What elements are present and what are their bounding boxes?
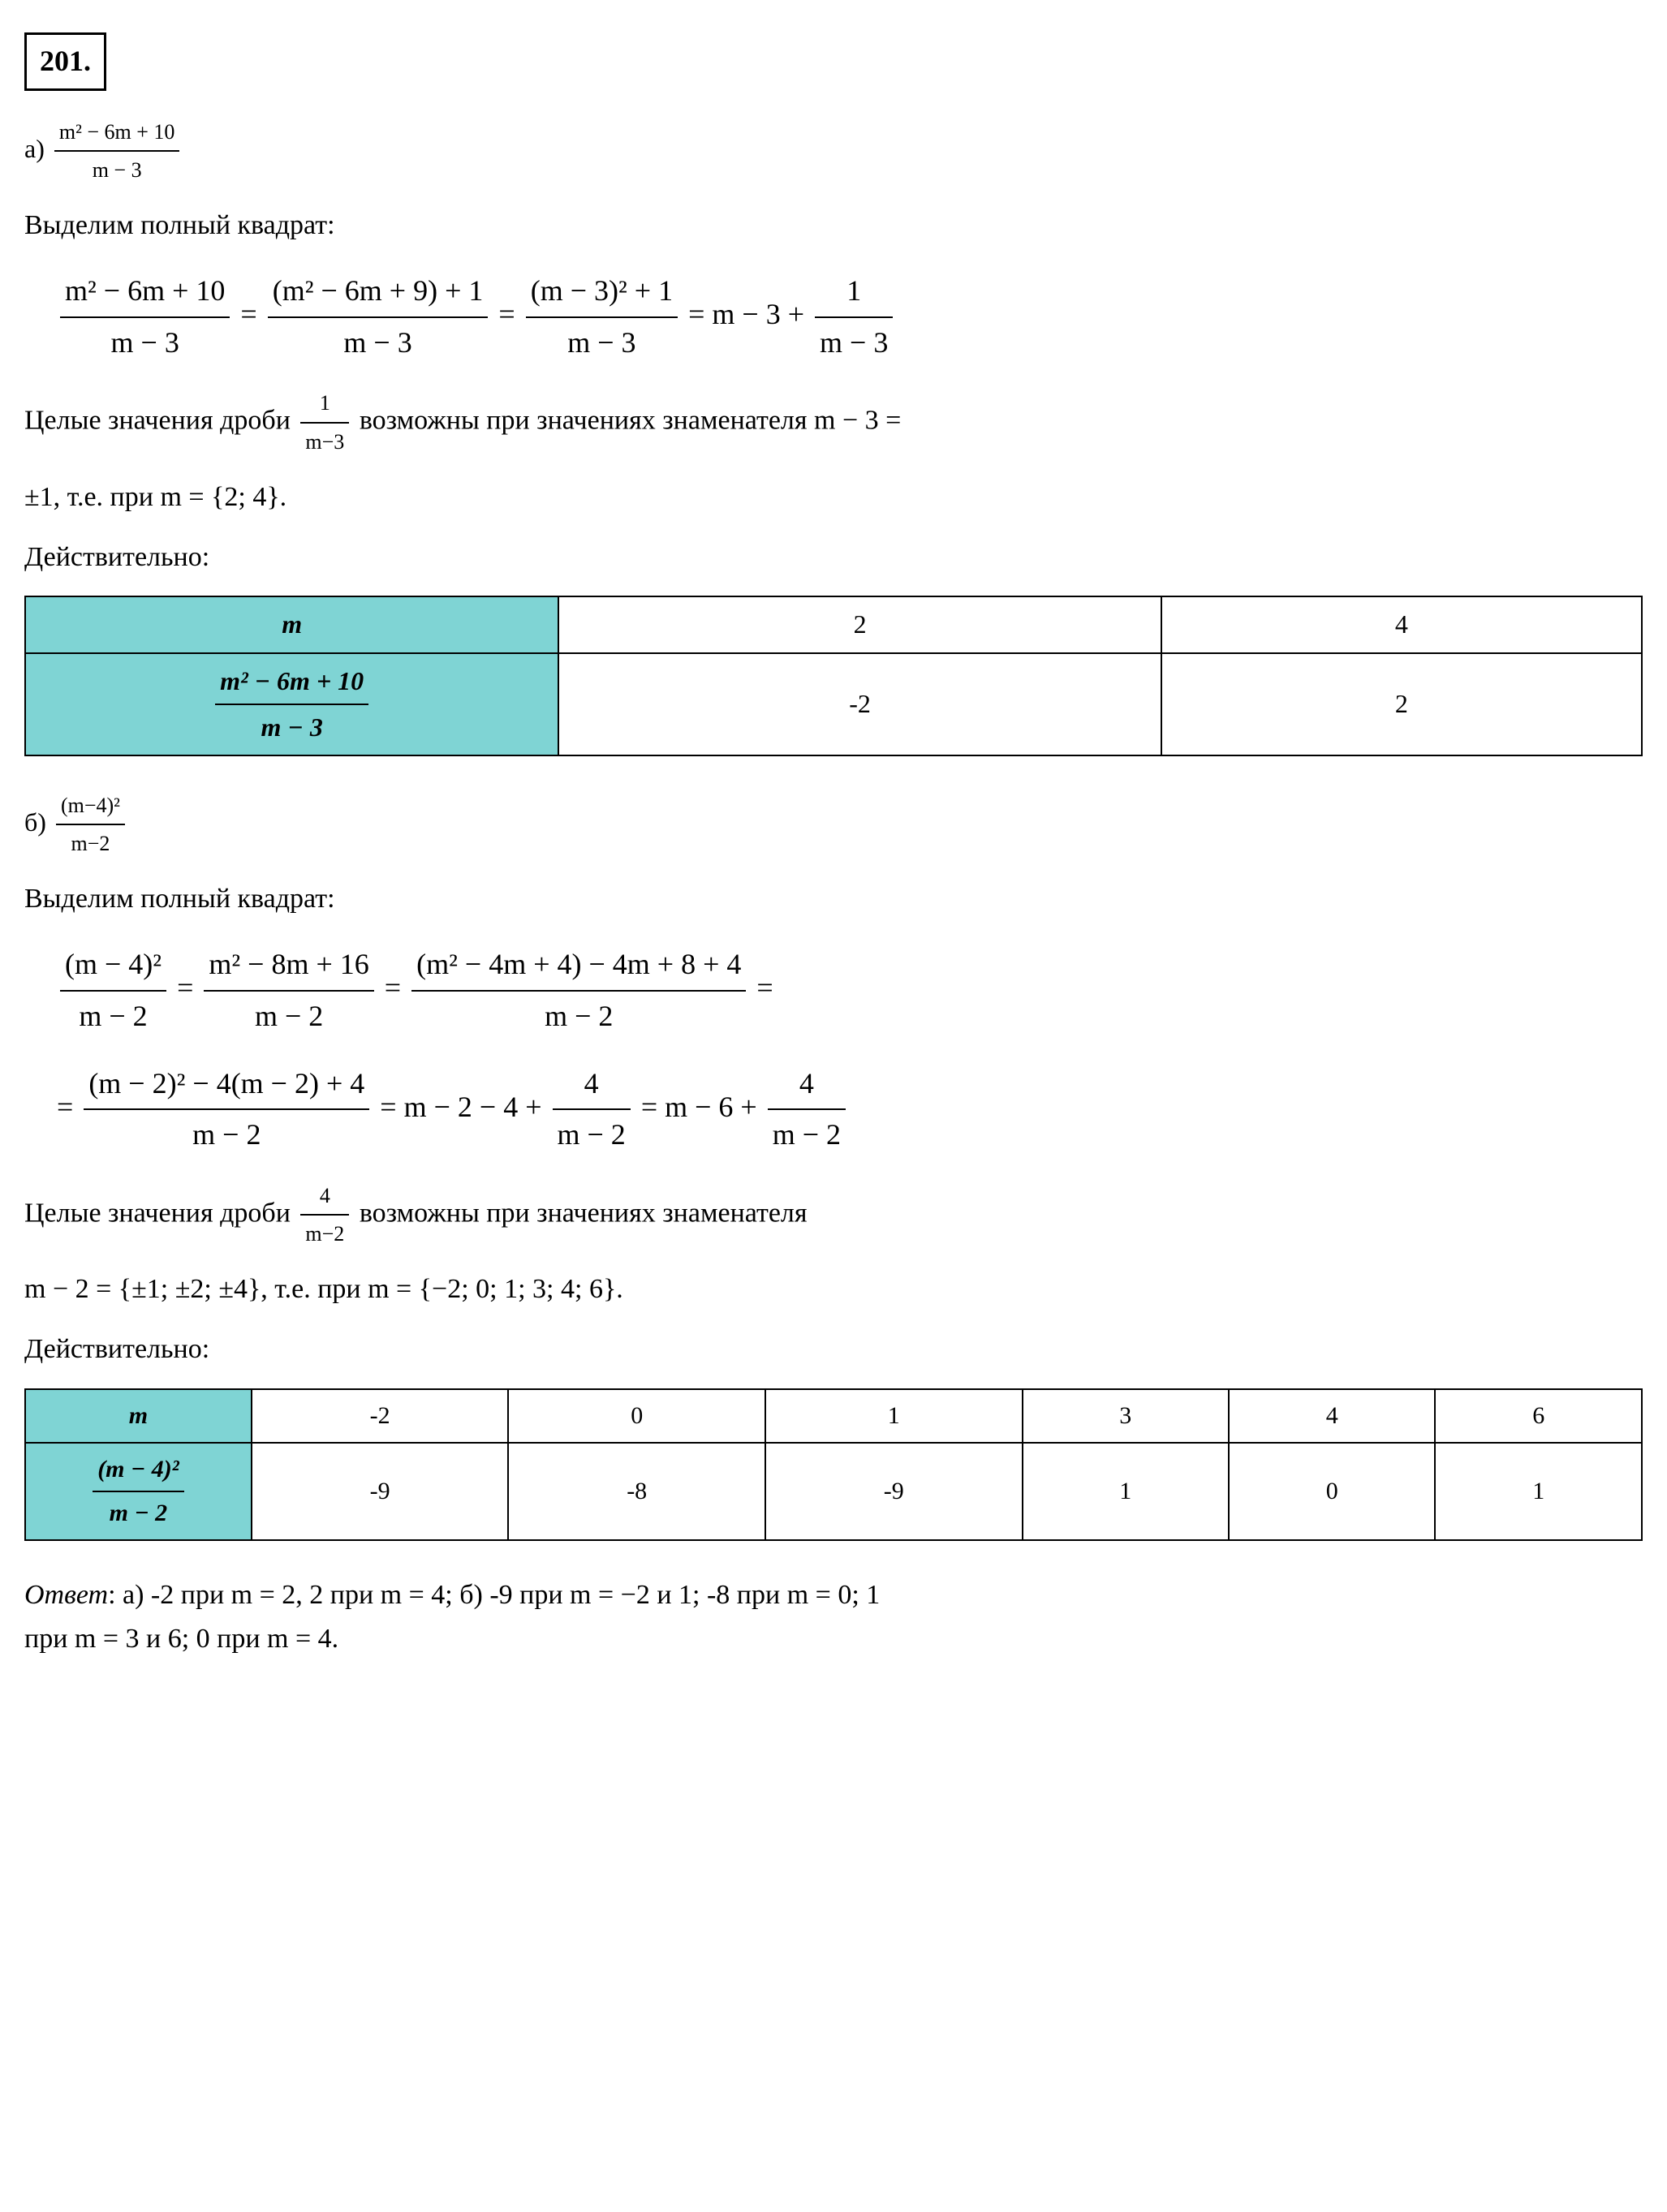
step-text: Выделим полный квадрат: — [24, 204, 1643, 247]
table-cell: 6 — [1435, 1389, 1642, 1443]
frac-den: m − 3 — [215, 705, 368, 748]
table-header: m — [25, 1389, 252, 1443]
frac-den: m − 2 — [204, 992, 373, 1040]
explanation-b2: m − 2 = {±1; ±2; ±4}, т.е. при m = {−2; … — [24, 1267, 1643, 1311]
part-b-expression: (m−4)² m−2 — [56, 789, 125, 861]
mid-text: = m − 2 − 4 + — [380, 1091, 541, 1123]
table-cell: 2 — [1161, 653, 1642, 755]
part-a-section: а) m² − 6m + 10 m − 3 Выделим полный ква… — [24, 115, 1643, 756]
answer-label: Ответ — [24, 1580, 108, 1610]
table-cell: 3 — [1023, 1389, 1229, 1443]
table-b: m -2 0 1 3 4 6 (m − 4)² m − 2 -9 -8 -9 1… — [24, 1388, 1643, 1541]
frac-den: m − 3 — [268, 318, 489, 367]
table-row: m -2 0 1 3 4 6 — [25, 1389, 1642, 1443]
derivation-b-line2: = (m − 2)² − 4(m − 2) + 4 m − 2 = m − 2 … — [24, 1061, 1643, 1159]
table-cell: 1 — [1435, 1443, 1642, 1540]
derivation-a: m² − 6m + 10 m − 3 = (m² − 6m + 9) + 1 m… — [24, 268, 1643, 366]
table-row: m 2 4 — [25, 596, 1642, 652]
frac-den: m − 2 — [553, 1110, 631, 1159]
result-text: m − 3 + — [712, 298, 804, 330]
table-cell: -2 — [252, 1389, 509, 1443]
frac-num: (m² − 6m + 9) + 1 — [268, 268, 489, 318]
table-cell: 0 — [508, 1389, 765, 1443]
frac-den: m − 2 — [60, 992, 166, 1040]
answer: Ответ: а) -2 при m = 2, 2 при m = 4; б) … — [24, 1573, 1643, 1662]
table-cell: 0 — [1229, 1443, 1435, 1540]
expr-den: m − 3 — [54, 152, 180, 187]
frac-num: 4 — [300, 1179, 349, 1216]
expl-mid: возможны при значениях знаменателя — [360, 1198, 808, 1228]
frac-num: (m − 2)² − 4(m − 2) + 4 — [84, 1061, 369, 1111]
table-header: m — [25, 596, 558, 652]
frac-den: m−3 — [300, 424, 349, 459]
expl-pre: Целые значения дроби — [24, 1198, 291, 1228]
table-cell: 1 — [765, 1389, 1023, 1443]
table-header: m² − 6m + 10 m − 3 — [25, 653, 558, 755]
frac-num: (m − 4)² — [93, 1450, 184, 1492]
result-text: = m − 6 + — [641, 1091, 757, 1123]
derivation-b-line1: (m − 4)² m − 2 = m² − 8m + 16 m − 2 = (m… — [24, 941, 1643, 1039]
table-a: m 2 4 m² − 6m + 10 m − 3 -2 2 — [24, 596, 1643, 756]
frac-den: m − 3 — [815, 318, 893, 367]
answer-text: : а) -2 при m = 2, 2 при m = 4; б) -9 пр… — [108, 1580, 880, 1610]
table-cell: -9 — [252, 1443, 509, 1540]
table-cell: -8 — [508, 1443, 765, 1540]
frac-den: m − 3 — [526, 318, 678, 367]
explanation-a: Целые значения дроби 1 m−3 возможны при … — [24, 386, 1643, 458]
frac-num: 1 — [300, 386, 349, 424]
expr-num: m² − 6m + 10 — [54, 115, 180, 153]
frac-den: m−2 — [300, 1216, 349, 1251]
expr-den: m−2 — [56, 825, 125, 861]
verify-text: Действительно: — [24, 536, 1643, 579]
part-a-expression: m² − 6m + 10 m − 3 — [54, 115, 180, 187]
table-cell: 2 — [558, 596, 1161, 652]
frac-den: m − 2 — [411, 992, 746, 1040]
frac-num: m² − 6m + 10 — [215, 661, 368, 705]
part-b-label: б) (m−4)² m−2 — [24, 789, 1643, 861]
frac-num: 4 — [553, 1061, 631, 1111]
problem-number: 201. — [24, 32, 106, 91]
table-cell: 4 — [1229, 1389, 1435, 1443]
part-b-section: б) (m−4)² m−2 Выделим полный квадрат: (m… — [24, 789, 1643, 1541]
part-b-letter: б) — [24, 807, 46, 837]
explanation-a2: ±1, т.е. при m = {2; 4}. — [24, 476, 1643, 519]
explanation-b: Целые значения дроби 4 m−2 возможны при … — [24, 1179, 1643, 1251]
frac-den: m − 2 — [84, 1110, 369, 1159]
frac-num: (m − 4)² — [60, 941, 166, 992]
frac-num: 1 — [815, 268, 893, 318]
verify-text-b: Действительно: — [24, 1328, 1643, 1371]
table-cell: 1 — [1023, 1443, 1229, 1540]
part-a-label: а) m² − 6m + 10 m − 3 — [24, 115, 1643, 187]
table-cell: -2 — [558, 653, 1161, 755]
step-text: Выделим полный квадрат: — [24, 877, 1643, 921]
frac-num: (m² − 4m + 4) − 4m + 8 + 4 — [411, 941, 746, 992]
expl-mid: возможны при значениях знаменателя m − 3… — [360, 406, 902, 436]
table-cell: -9 — [765, 1443, 1023, 1540]
frac-num: m² − 6m + 10 — [60, 268, 230, 318]
table-header: (m − 4)² m − 2 — [25, 1443, 252, 1540]
frac-den: m − 2 — [93, 1492, 184, 1533]
answer-text-2: при m = 3 и 6; 0 при m = 4. — [24, 1624, 338, 1654]
table-row: (m − 4)² m − 2 -9 -8 -9 1 0 1 — [25, 1443, 1642, 1540]
expl-pre: Целые значения дроби — [24, 406, 291, 436]
frac-num: (m − 3)² + 1 — [526, 268, 678, 318]
frac-num: m² − 8m + 16 — [204, 941, 373, 992]
expr-num: (m−4)² — [56, 789, 125, 826]
frac-num: 4 — [768, 1061, 846, 1111]
frac-den: m − 3 — [60, 318, 230, 367]
table-cell: 4 — [1161, 596, 1642, 652]
frac-den: m − 2 — [768, 1110, 846, 1159]
table-row: m² − 6m + 10 m − 3 -2 2 — [25, 653, 1642, 755]
part-a-letter: а) — [24, 134, 45, 163]
